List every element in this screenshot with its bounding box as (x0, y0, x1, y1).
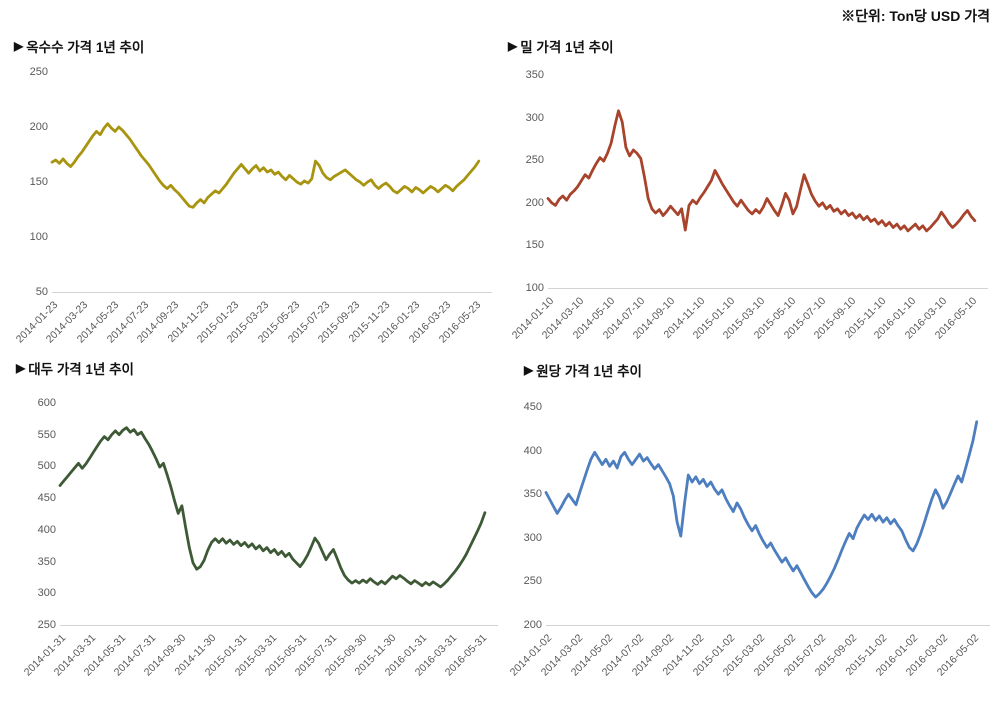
y-axis-tick-label: 250 (29, 66, 48, 78)
y-axis-tick-label: 200 (29, 121, 48, 133)
y-axis-tick-label: 500 (37, 460, 56, 473)
corn-price-chart: ▶ 옥수수 가격 1년 추이 250 200 150 100 50 2014-01-23 2… (12, 36, 492, 355)
triangle-marker-icon: ▶ (508, 39, 518, 53)
triangle-marker-icon: ▶ (14, 39, 24, 53)
triangle-marker-icon: ▶ (524, 363, 534, 377)
chart-title-text: 원당 가격 1년 추이 (536, 364, 642, 379)
plot-area (546, 75, 988, 289)
y-axis-tick-label: 600 (37, 397, 56, 409)
x-axis-labels: 2014-01-31 2014-03-31 2014-05-31 2014-07-31… (22, 626, 498, 688)
plot-area (50, 72, 492, 293)
triangle-marker-icon: ▶ (16, 361, 26, 375)
chart-body: 250 200 150 100 50 2014-01-23 2014-03-23 2014-0… (12, 66, 492, 355)
chart-body: 350 300 250 200 150 100 2014-01-10 2014-03-10 20… (506, 69, 988, 351)
y-axis-tick-label: 50 (35, 286, 48, 298)
y-axis-tick-label: 350 (37, 555, 56, 568)
chart-title: ▶ 원당 가격 1년 추이 (506, 360, 990, 380)
plot-area (544, 407, 990, 626)
chart-title: ▶ 대두 가격 1년 추이 (6, 358, 498, 378)
chart-title: ▶ 옥수수 가격 1년 추이 (12, 36, 492, 56)
chart-title: ▶ 밀 가격 1년 추이 (506, 36, 988, 56)
y-axis-tick-label: 250 (523, 575, 542, 588)
y-axis-labels: 250 200 150 100 50 (12, 66, 48, 298)
y-axis-tick-label: 250 (525, 154, 544, 167)
y-axis-tick-label: 350 (523, 488, 542, 501)
y-axis-labels: 350 300 250 200 150 100 (506, 69, 544, 294)
chart-title-text: 대두 가격 1년 추이 (28, 362, 134, 377)
y-axis-tick-label: 150 (525, 239, 544, 252)
y-axis-tick-label: 450 (523, 401, 542, 413)
y-axis-tick-label: 150 (29, 176, 48, 188)
y-axis-tick-label: 200 (523, 619, 542, 631)
y-axis-tick-label: 250 (37, 619, 56, 631)
sugar-price-chart: ▶ 원당 가격 1년 추이 450 400 350 300 250 200 2014-01-… (506, 360, 990, 688)
y-axis-tick-label: 400 (37, 523, 56, 536)
y-axis-tick-label: 450 (37, 492, 56, 505)
chart-title-text: 옥수수 가격 1년 추이 (26, 40, 145, 55)
y-axis-tick-label: 200 (525, 196, 544, 209)
sugar-price-line (544, 420, 979, 599)
chart-title-text: 밀 가격 1년 추이 (520, 40, 614, 55)
chart-body: 600 550 500 450 400 350 300 250 2014-01-31 2014-0… (6, 397, 498, 688)
y-axis-tick-label: 300 (523, 531, 542, 544)
y-axis-labels: 450 400 350 300 250 200 (506, 401, 542, 631)
unit-note: ※단위: Ton당 USD 가격 (841, 8, 990, 24)
x-axis-labels: 2014-01-23 2014-03-23 2014-05-23 2014-07-23… (14, 293, 492, 355)
corn-price-line (50, 122, 481, 209)
y-axis-tick-label: 400 (523, 444, 542, 457)
y-axis-tick-label: 300 (525, 111, 544, 124)
chart-body: 450 400 350 300 250 200 2014-01-02 2014-03-02 20… (506, 401, 990, 688)
y-axis-tick-label: 100 (29, 231, 48, 243)
x-axis-labels: 2014-01-02 2014-03-02 2014-05-02 2014-07-02… (508, 626, 990, 688)
soybean-price-chart: ▶ 대두 가격 1년 추이 600 550 500 450 400 350 300 250 20… (6, 358, 498, 688)
y-axis-tick-label: 300 (37, 587, 56, 600)
y-axis-tick-label: 100 (525, 282, 544, 294)
wheat-price-chart: ▶ 밀 가격 1년 추이 350 300 250 200 150 100 2014-01-1… (506, 36, 988, 351)
wheat-price-line (546, 109, 977, 233)
y-axis-tick-label: 550 (37, 428, 56, 441)
y-axis-tick-label: 350 (525, 69, 544, 81)
plot-area (58, 403, 498, 626)
x-axis-labels: 2014-01-10 2014-03-10 2014-05-10 2014-07-10… (510, 289, 988, 351)
soybean-price-line (58, 426, 487, 589)
y-axis-labels: 600 550 500 450 400 350 300 250 (6, 397, 56, 631)
